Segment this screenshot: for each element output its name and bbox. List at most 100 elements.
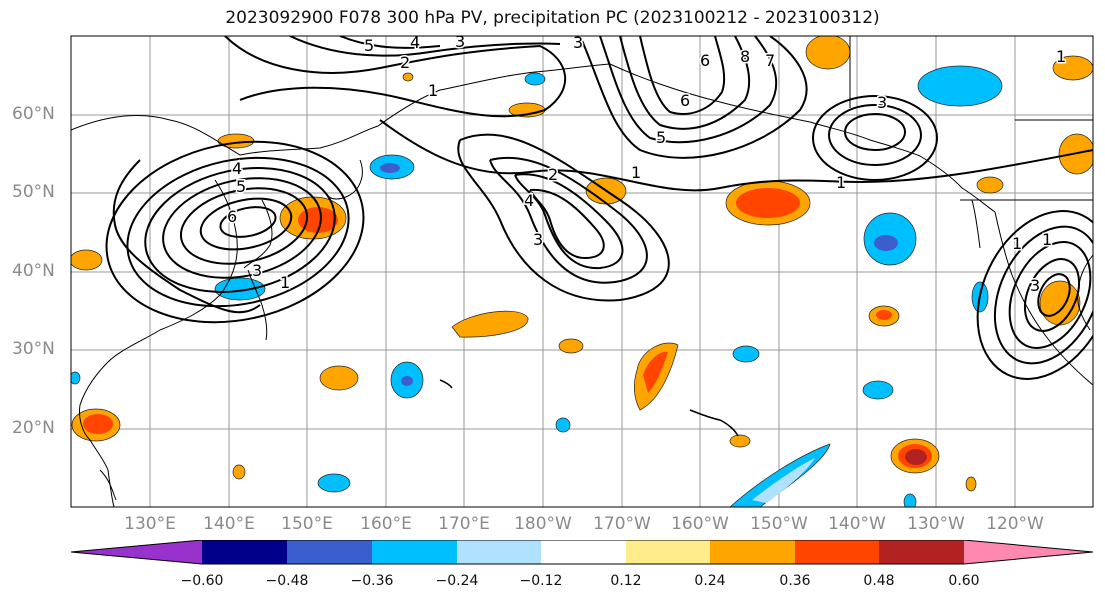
contour-label: 1 [280, 273, 290, 292]
colorbar-segment [71, 540, 202, 564]
precip-positive-area [965, 476, 977, 492]
contour-label: 3 [455, 32, 465, 51]
precip-negative-area [903, 493, 917, 507]
pv-contour [579, 36, 808, 159]
precip-negative-area [214, 277, 266, 301]
latitude-label: 20°N [12, 418, 55, 438]
longitude-label: 180°W [514, 514, 572, 534]
precip-positive-area [736, 188, 800, 218]
contour-label: 6 [680, 91, 690, 110]
contour-label: 7 [765, 51, 775, 70]
colorbar-tick-label: 0.36 [779, 573, 811, 589]
precip-negative-area [874, 235, 898, 251]
precip-negative-area [917, 65, 1003, 107]
colorbar-tick-label: 0.12 [610, 573, 642, 589]
precip-negative-area [317, 473, 351, 493]
pv-contour [489, 156, 648, 284]
longitude-label: 160°W [671, 514, 729, 534]
colorbar-segment [372, 540, 457, 564]
longitude-label: 150°E [281, 514, 333, 534]
precip-positive-area [729, 434, 751, 448]
precip-positive-area [643, 351, 668, 393]
graticule [71, 36, 1093, 507]
colorbar-segment [457, 540, 541, 564]
pv-contour [179, 187, 309, 265]
pv-contour [828, 104, 922, 166]
pv-contour [224, 36, 566, 118]
precip-negative-area [752, 458, 815, 503]
latitude-label: 40°N [12, 261, 55, 281]
precip-positive-area [71, 249, 103, 271]
contour-label: 5 [236, 177, 246, 196]
contour-label: 4 [410, 33, 420, 52]
pv-precip-map: 5 4 3 2 1 3 6 7 8 6 5 3 1 2 4 3 1 1 4 5 … [70, 32, 1094, 508]
longitude-label: 170°E [438, 514, 490, 534]
pv-contour [599, 36, 778, 144]
contour-label: 1 [1042, 230, 1052, 249]
precip-positive-area [83, 414, 113, 434]
contour-label: 1 [836, 173, 846, 192]
contour-label: 6 [227, 207, 237, 226]
precip-negative-area [732, 345, 760, 363]
precip-positive-area [1052, 55, 1093, 81]
pv-contour [144, 167, 336, 293]
pv-contour [162, 177, 322, 279]
pv-contour [379, 119, 1093, 192]
contour-label: 1 [1012, 234, 1022, 253]
precip-positive-area [319, 365, 359, 391]
colorbar-segment [879, 540, 964, 564]
longitude-label: 140°W [828, 514, 886, 534]
longitude-label: 130°E [124, 514, 176, 534]
pv-contour [619, 36, 751, 130]
pv-contour [993, 225, 1093, 365]
pv-contour [529, 188, 605, 260]
contour-label: 5 [656, 128, 666, 147]
precip-positive-area [232, 464, 246, 480]
precip-negative-area [380, 163, 400, 173]
pv-contour [514, 173, 624, 270]
pv-contour [112, 159, 261, 314]
colorbar-tick-label: 0.60 [948, 573, 980, 589]
precip-negative-area [71, 371, 81, 385]
pv-contour [339, 36, 441, 49]
contour-label: 2 [400, 53, 410, 72]
colorbar-segment [710, 540, 795, 564]
contour-label: 8 [740, 47, 750, 66]
precip-negative-area [555, 417, 571, 433]
precip-positive-area [876, 310, 892, 320]
colorbar-segment [964, 540, 1093, 564]
latitude-label: 50°N [12, 182, 55, 202]
longitude-label: 140°E [203, 514, 255, 534]
longitude-label: 150°W [750, 514, 808, 534]
pv-contour [844, 113, 906, 151]
contour-labels: 5 4 3 2 1 3 6 7 8 6 5 3 1 2 4 3 1 1 4 5 … [226, 32, 1068, 297]
contour-label: 4 [524, 191, 534, 210]
colorbar-segment [287, 540, 372, 564]
pv-contour [199, 197, 293, 251]
colorbar-tick-label: 0.24 [694, 573, 726, 589]
longitude-label: 170°W [593, 514, 651, 534]
map-title: 2023092900 F078 300 hPa PV, precipitatio… [225, 8, 880, 28]
precip-negative-area [401, 376, 413, 386]
coastlines [71, 36, 1093, 507]
colorbar-tick-label: −0.48 [265, 573, 309, 589]
colorbar-tick-label: −0.36 [350, 573, 394, 589]
contour-label: 3 [1030, 276, 1040, 295]
precip-positive-area [451, 310, 529, 338]
precip-negative-area [862, 380, 894, 400]
pv-contours [105, 36, 1093, 380]
longitude-label: 120°W [986, 514, 1044, 534]
precip-positive-area [976, 176, 1004, 194]
colorbar-tick-label: −0.60 [180, 573, 224, 589]
pv-contour [639, 36, 726, 115]
contour-label: 3 [877, 93, 887, 112]
precip-negative-area [524, 72, 546, 86]
contour-label: 1 [1056, 47, 1066, 66]
contour-label: 4 [232, 159, 242, 178]
colorbar-tick-label: −0.12 [519, 573, 563, 589]
longitude-label: 160°E [360, 514, 412, 534]
colorbar-segment [541, 540, 626, 564]
pv-contour [289, 36, 561, 57]
contour-label: 1 [428, 81, 438, 100]
pv-contour [105, 140, 365, 324]
